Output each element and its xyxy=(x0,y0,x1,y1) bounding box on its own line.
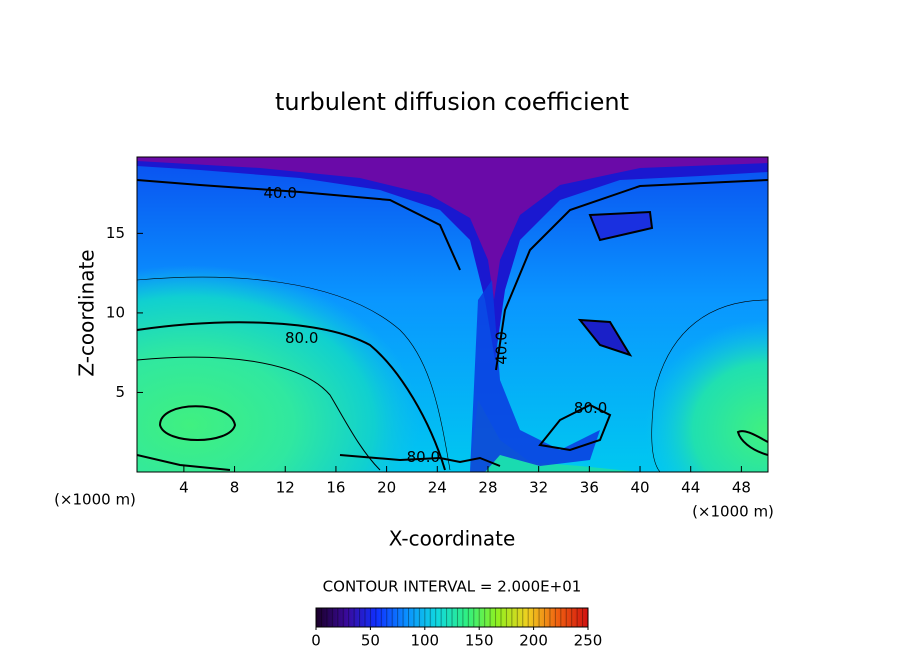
x-tick-label: 40 xyxy=(630,479,649,497)
x-tick-label: 20 xyxy=(377,479,396,497)
colorbar-tick-label: 50 xyxy=(361,632,380,650)
x-tick-label: 12 xyxy=(276,479,295,497)
x-unit-label: (×1000 m) xyxy=(54,491,136,509)
contour-label: 80.0 xyxy=(285,329,318,347)
x-tick-label: 32 xyxy=(529,479,548,497)
contour-label: 80.0 xyxy=(574,399,607,417)
colorbar-tick-label: 200 xyxy=(519,632,548,650)
plot-frame xyxy=(136,156,769,473)
field-region xyxy=(580,320,630,355)
colorbar-tick-label: 100 xyxy=(410,632,439,650)
x-tick-label: 16 xyxy=(326,479,345,497)
colorbar-tick-label: 150 xyxy=(465,632,494,650)
x-tick-label: 36 xyxy=(580,479,599,497)
contour-label: 40.0 xyxy=(263,184,296,202)
x-tick-label: 4 xyxy=(179,479,189,497)
x-tick-label: 48 xyxy=(732,479,751,497)
field-region xyxy=(137,265,420,472)
field-region xyxy=(645,320,768,472)
x-tick-label: 44 xyxy=(681,479,700,497)
x-tick-label: 8 xyxy=(230,479,240,497)
y-tick-label: 5 xyxy=(115,383,125,401)
colorbar-stripes xyxy=(316,608,588,627)
chart-title: turbulent diffusion coefficient xyxy=(275,88,629,116)
y-tick-label: 10 xyxy=(106,303,125,321)
colorbar-tick-label: 0 xyxy=(311,632,321,650)
x-axis-label: X-coordinate xyxy=(389,527,516,551)
x-tick-label: 28 xyxy=(478,479,497,497)
field-region xyxy=(137,157,768,300)
contour-lines xyxy=(137,179,768,472)
y-tick-label: 15 xyxy=(106,224,125,242)
colorbar: 0 50 100 150 200 250 xyxy=(311,607,603,650)
colorbar-frame xyxy=(315,607,589,628)
y-axis-label: Z-coordinate xyxy=(75,249,99,376)
x-tick-label: 24 xyxy=(428,479,447,497)
colorbar-tick-label: 250 xyxy=(574,632,603,650)
field-region xyxy=(590,212,652,240)
contour-label: 40.0 xyxy=(492,331,510,364)
contour-interval: CONTOUR INTERVAL = 2.000E+01 xyxy=(323,578,582,596)
field-region xyxy=(470,280,600,472)
field xyxy=(137,157,768,472)
contour-label: 80.0 xyxy=(407,448,440,466)
x-unit-label: (×1000 m) xyxy=(692,503,774,521)
